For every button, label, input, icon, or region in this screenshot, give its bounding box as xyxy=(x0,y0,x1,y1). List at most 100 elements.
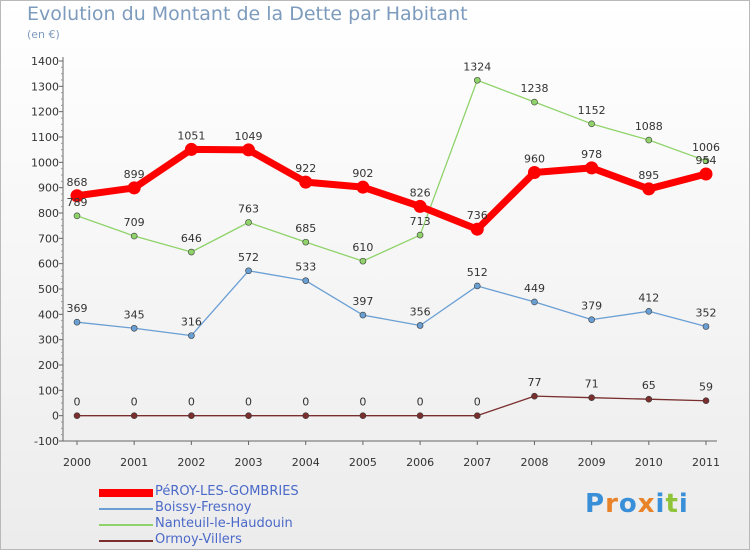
chart-subtitle: (en €) xyxy=(27,28,60,41)
x-tick-label: 2004 xyxy=(292,456,320,469)
data-point xyxy=(416,231,424,239)
data-point xyxy=(242,143,256,157)
data-point xyxy=(699,167,713,181)
x-tick-label: 2006 xyxy=(406,456,434,469)
data-point xyxy=(302,277,310,284)
data-point xyxy=(585,161,599,175)
data-label: 1006 xyxy=(692,141,720,154)
data-label: 826 xyxy=(410,186,431,199)
data-point xyxy=(588,316,595,323)
y-tick-label: 800 xyxy=(38,207,59,220)
y-tick-label: 100 xyxy=(38,384,59,397)
y-tick-label: 1000 xyxy=(31,156,59,169)
data-label: 902 xyxy=(352,167,373,180)
data-label: 412 xyxy=(638,291,659,304)
data-label: 59 xyxy=(699,381,713,394)
legend-label: PéROY-LES-GOMBRIES xyxy=(155,484,299,499)
data-point xyxy=(642,182,656,196)
data-labels: 868 899 1051 1049 922 902 826 736 960 978 895 954 36… xyxy=(67,60,721,408)
data-point xyxy=(302,238,310,246)
y-tick-label: 1100 xyxy=(31,131,59,144)
data-label: 954 xyxy=(696,154,717,167)
data-point xyxy=(356,180,370,194)
data-point xyxy=(702,397,710,405)
data-point xyxy=(73,212,81,220)
x-tick-label: 2002 xyxy=(177,456,205,469)
x-tick-label: 2008 xyxy=(520,456,548,469)
data-point xyxy=(588,120,595,128)
data-label: 922 xyxy=(295,162,316,175)
data-point xyxy=(245,219,252,226)
x-tick-label: 2001 xyxy=(120,456,148,469)
legend-swatch xyxy=(99,508,153,510)
data-label: 369 xyxy=(67,302,88,315)
axes: -100010020030040050060070080090010001100… xyxy=(31,55,720,469)
logo-letter: x xyxy=(637,489,656,519)
data-point xyxy=(473,282,481,290)
y-tick-label: 1200 xyxy=(31,106,59,119)
data-label: 610 xyxy=(352,241,373,254)
logo-letter: t xyxy=(665,489,679,519)
data-point xyxy=(127,181,141,195)
data-point xyxy=(527,165,541,179)
data-label: 65 xyxy=(642,379,656,392)
data-point xyxy=(245,267,252,275)
data-label: 0 xyxy=(302,396,309,409)
data-label: 345 xyxy=(124,308,145,321)
data-point xyxy=(531,98,538,106)
data-label: 646 xyxy=(181,232,202,245)
data-label: 572 xyxy=(238,251,259,264)
y-tick-label: 500 xyxy=(38,283,59,296)
data-label: 0 xyxy=(359,396,366,409)
y-tick-label: 0 xyxy=(52,410,59,423)
data-label: 868 xyxy=(67,176,88,189)
data-point xyxy=(702,157,710,165)
data-point xyxy=(473,412,481,419)
data-label: 77 xyxy=(527,376,541,389)
y-tick-label: 200 xyxy=(38,359,59,372)
data-label: 1238 xyxy=(520,82,548,95)
data-label: 1324 xyxy=(463,60,491,73)
data-point xyxy=(73,318,81,326)
logo-letter: o xyxy=(618,489,638,519)
legend-label: Nanteuil-le-Haudouin xyxy=(155,516,293,531)
data-point xyxy=(588,394,595,401)
y-tick-label: 700 xyxy=(38,232,59,245)
x-tick-label: 2000 xyxy=(63,456,91,469)
legend-swatch xyxy=(99,524,153,526)
data-point xyxy=(416,412,424,419)
data-label: 316 xyxy=(181,316,202,329)
data-label: 0 xyxy=(417,396,424,409)
data-point xyxy=(645,307,653,315)
data-point xyxy=(531,392,538,400)
data-label: 71 xyxy=(585,378,599,391)
legend-label: Ormoy-Villers xyxy=(155,532,242,547)
logo-letter: i xyxy=(678,489,689,519)
series-line xyxy=(76,395,707,417)
y-tick-label: -100 xyxy=(34,435,59,448)
data-label: 736 xyxy=(467,209,488,222)
data-point xyxy=(359,412,367,419)
legend-swatch xyxy=(99,489,153,497)
data-point xyxy=(188,248,195,256)
data-point xyxy=(130,324,138,332)
data-point xyxy=(302,412,310,419)
data-point xyxy=(184,142,198,156)
data-point xyxy=(245,412,252,419)
data-label: 763 xyxy=(238,202,259,215)
data-point xyxy=(413,199,427,213)
y-tick-label: 300 xyxy=(38,334,59,347)
x-tick-label: 2011 xyxy=(692,456,720,469)
series-line xyxy=(73,145,710,233)
data-label: 960 xyxy=(524,152,545,165)
data-label: 0 xyxy=(131,396,138,409)
data-point xyxy=(473,76,481,84)
logo-letter: i xyxy=(655,489,666,519)
y-tick-label: 900 xyxy=(38,182,59,195)
data-point xyxy=(359,311,367,319)
data-point xyxy=(188,332,195,339)
data-label: 1051 xyxy=(177,129,205,142)
x-tick-label: 2005 xyxy=(349,456,377,469)
